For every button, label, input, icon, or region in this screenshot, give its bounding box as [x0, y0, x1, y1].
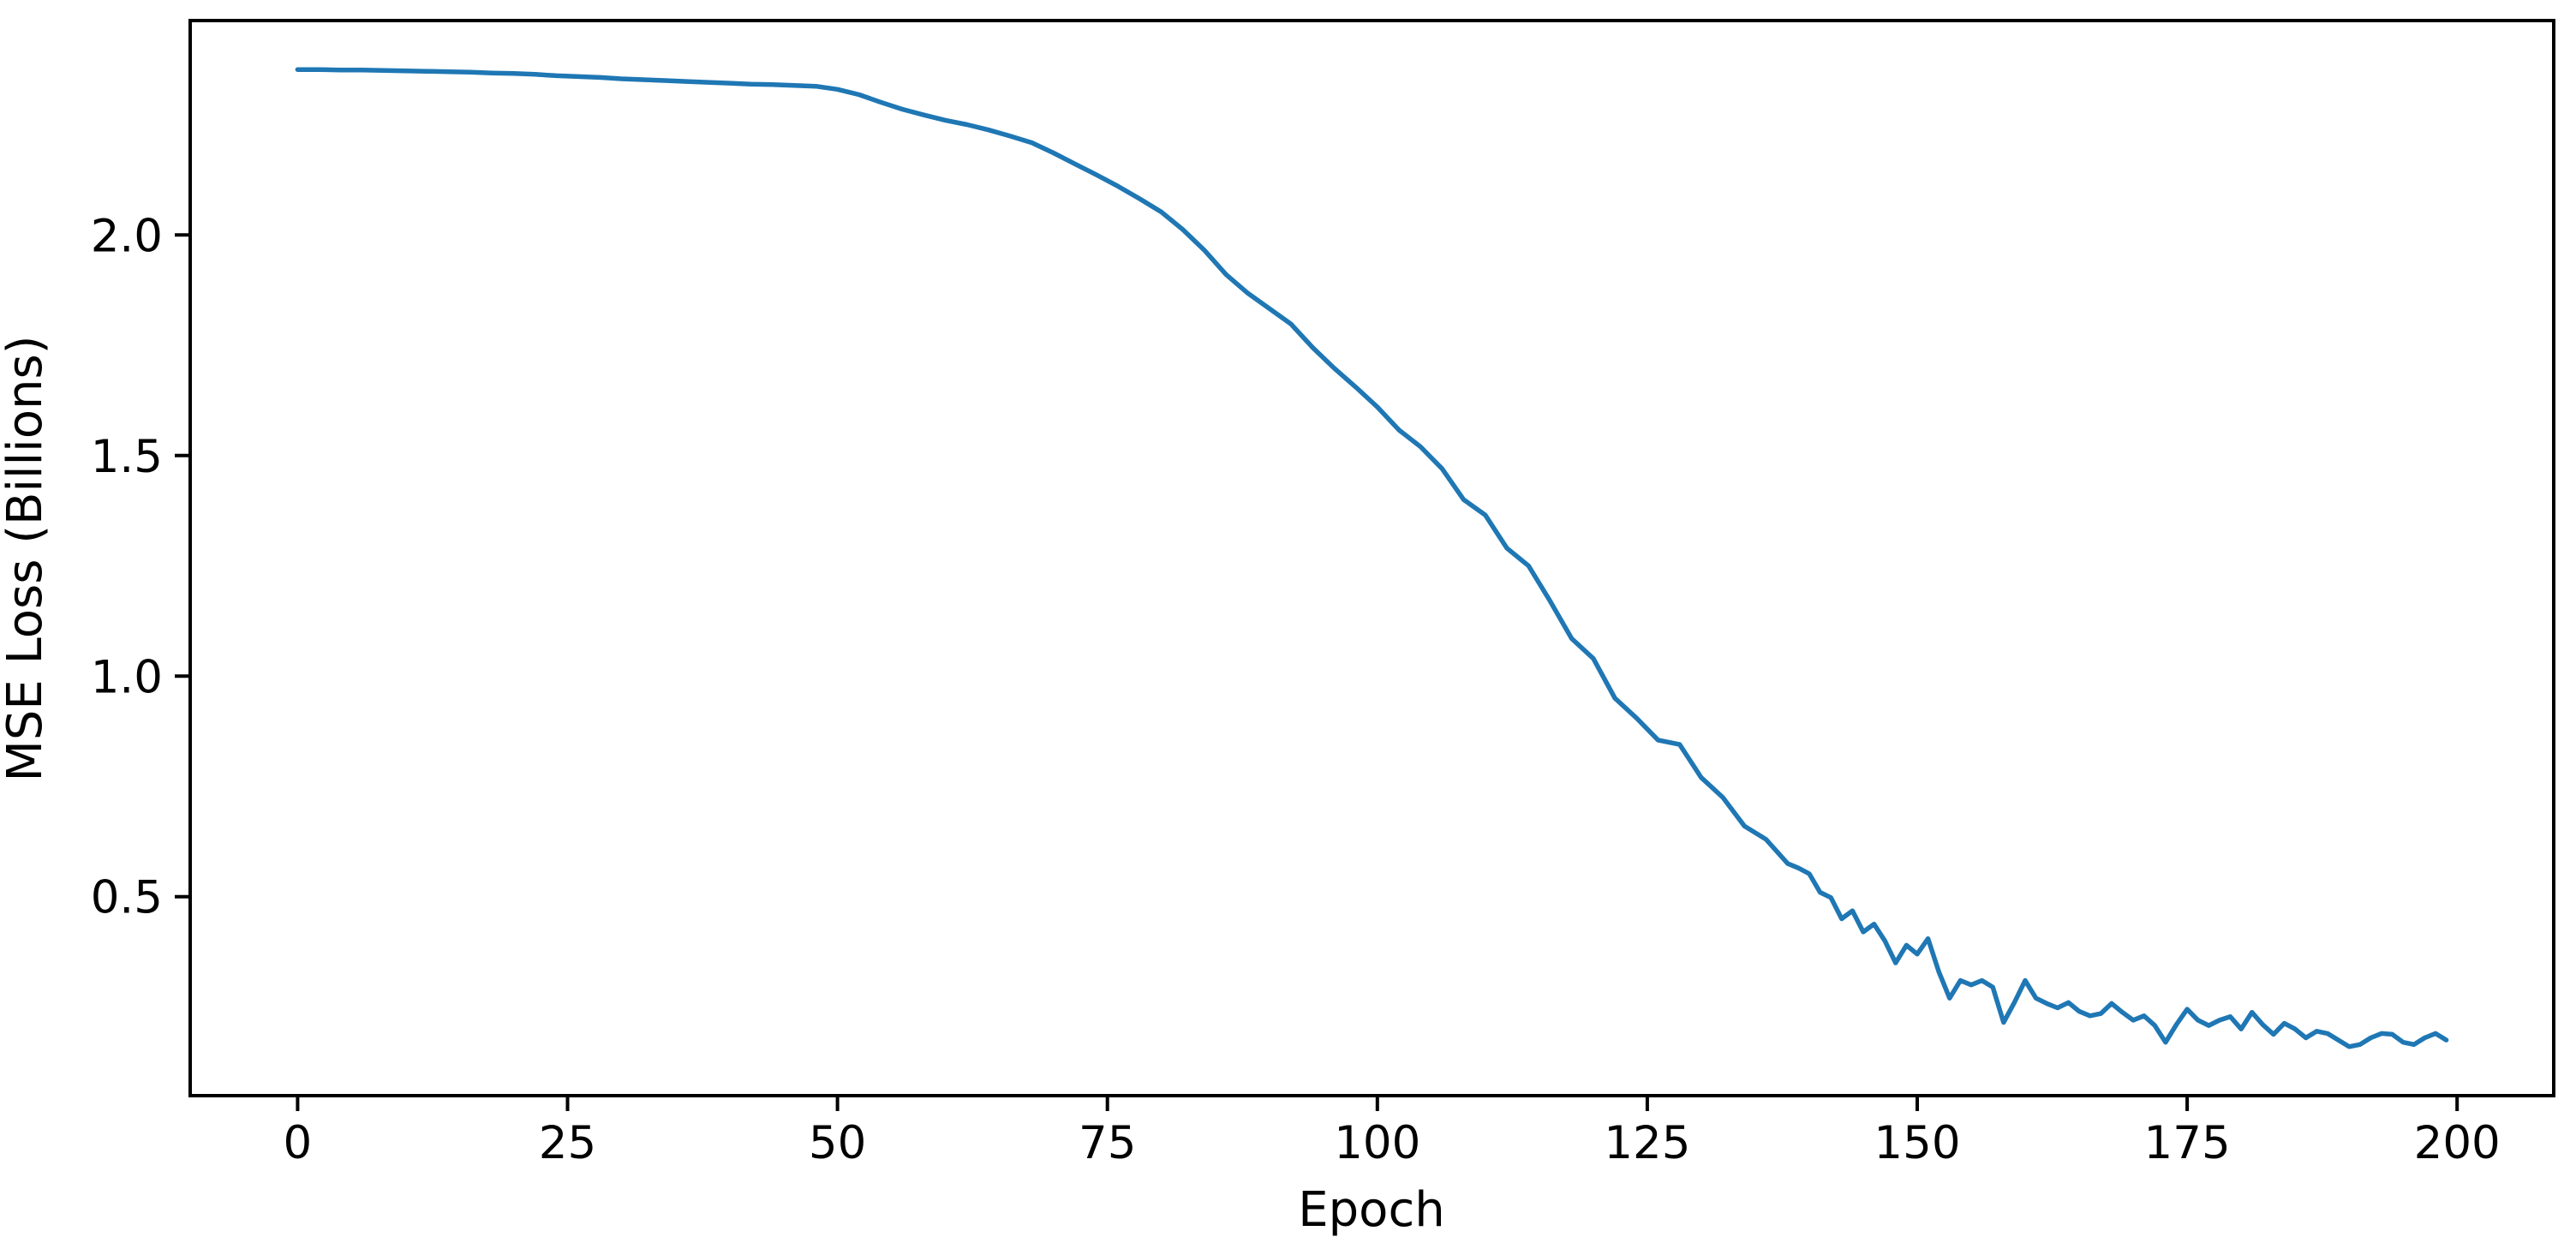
y-tick-label: 1.0 [91, 651, 163, 703]
x-tick-label: 150 [1874, 1117, 1960, 1169]
y-axis-ticks: 0.5 1.0 1.5 2.0 [91, 210, 190, 924]
x-tick-label: 50 [809, 1117, 866, 1169]
loss-curve [295, 67, 2449, 1049]
x-tick-label: 75 [1079, 1117, 1136, 1169]
x-tick-label: 100 [1334, 1117, 1420, 1169]
y-axis-label: MSE Loss (Billions) [0, 336, 53, 782]
x-tick-label: 200 [2414, 1117, 2501, 1169]
x-axis-ticks: 0 25 50 75 100 125 150 175 200 [284, 1096, 2501, 1169]
x-tick-label: 175 [2144, 1117, 2231, 1169]
y-tick-label: 2.0 [91, 210, 163, 262]
y-tick-label: 1.5 [91, 431, 163, 483]
x-tick-label: 0 [284, 1117, 313, 1169]
y-tick-label: 0.5 [91, 872, 163, 924]
plot-area [188, 19, 2555, 1097]
x-tick-label: 125 [1604, 1117, 1690, 1169]
x-tick-label: 25 [539, 1117, 596, 1169]
x-axis-label: Epoch [1298, 1182, 1444, 1238]
